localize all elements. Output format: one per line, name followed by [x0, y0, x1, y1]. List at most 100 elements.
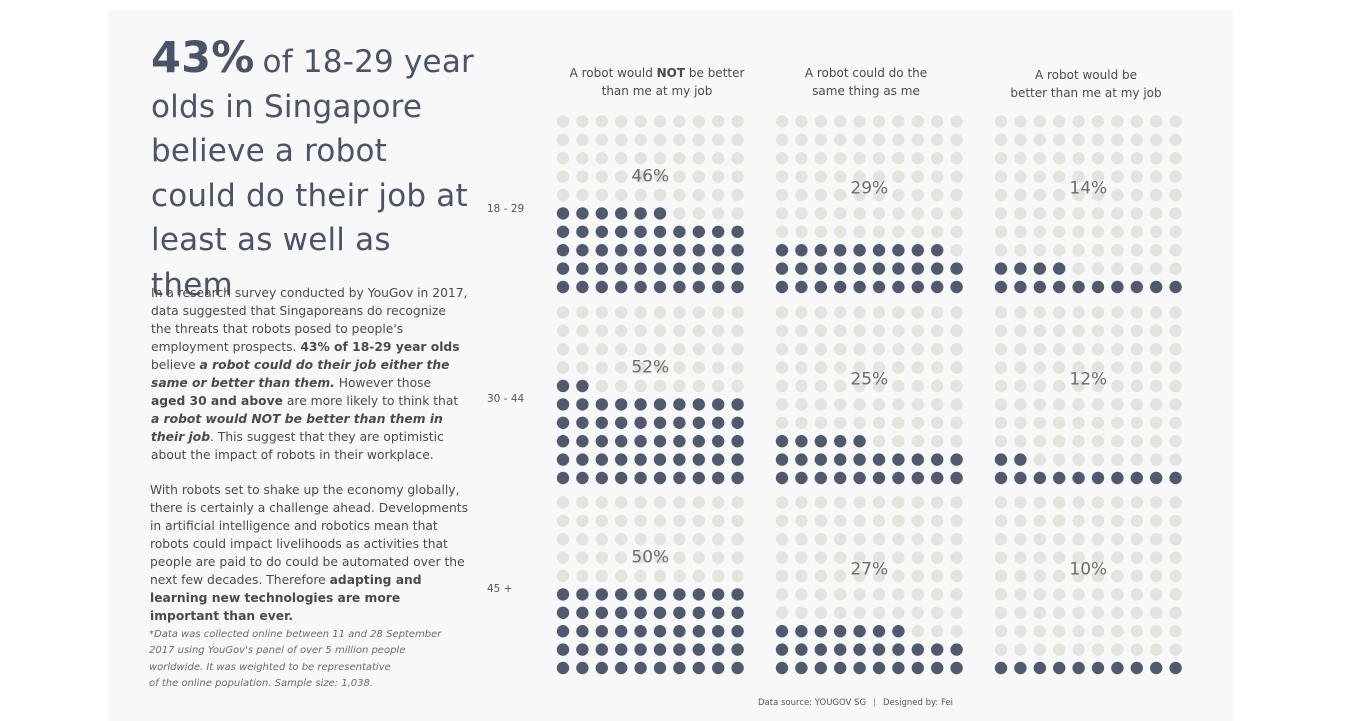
empty-dot: [1130, 625, 1144, 638]
empty-dot: [911, 551, 924, 564]
empty-dot: [892, 188, 905, 202]
empty-dot: [731, 533, 744, 546]
empty-dot: [834, 551, 847, 564]
empty-dot: [673, 133, 686, 146]
empty-dot: [950, 416, 963, 429]
empty-dot: [1169, 496, 1182, 509]
empty-dot: [1111, 170, 1124, 183]
empty-dot: [692, 170, 705, 183]
empty-dot: [1169, 453, 1182, 466]
empty-dot: [775, 533, 789, 546]
filled-dot: [1072, 471, 1085, 485]
empty-dot: [1150, 115, 1163, 128]
filled-dot: [673, 625, 686, 638]
empty-dot: [1033, 306, 1047, 319]
empty-dot: [1014, 361, 1027, 374]
filled-dot: [673, 435, 686, 448]
empty-dot: [994, 324, 1008, 337]
col-header-line2: same thing as me: [812, 83, 920, 98]
filled-dot: [595, 225, 608, 238]
filled-dot: [595, 398, 608, 411]
empty-dot: [994, 115, 1008, 128]
empty-dot: [1033, 133, 1047, 146]
empty-dot: [1091, 551, 1105, 564]
filled-dot: [834, 435, 847, 448]
filled-dot: [556, 244, 570, 257]
empty-dot: [1130, 435, 1144, 448]
empty-dot: [950, 343, 963, 356]
empty-dot: [692, 133, 705, 146]
empty-dot: [853, 361, 866, 374]
empty-dot: [1033, 244, 1047, 257]
empty-dot: [1111, 569, 1124, 583]
filled-dot: [576, 225, 589, 238]
filled-dot: [634, 435, 647, 448]
filled-dot: [556, 280, 570, 294]
filled-dot: [595, 471, 608, 485]
empty-dot: [595, 188, 608, 202]
empty-dot: [1150, 551, 1163, 564]
empty-dot: [1169, 133, 1182, 146]
empty-dot: [1150, 188, 1163, 202]
filled-dot: [615, 643, 628, 656]
waffle-grid: 12%: [994, 306, 1182, 485]
empty-dot: [795, 496, 808, 509]
filled-dot: [615, 606, 628, 619]
filled-dot: [634, 606, 647, 619]
empty-dot: [1072, 514, 1085, 527]
headline: 43% of 18-29 year olds in Singapore belie…: [151, 36, 481, 307]
empty-dot: [994, 361, 1008, 374]
empty-dot: [1111, 514, 1124, 527]
empty-dot: [1091, 207, 1105, 220]
filled-dot: [931, 262, 944, 275]
empty-dot: [595, 496, 608, 509]
empty-dot: [1033, 379, 1047, 393]
empty-dot: [1111, 188, 1124, 202]
empty-dot: [1169, 306, 1182, 319]
empty-dot: [892, 606, 905, 619]
empty-dot: [1169, 361, 1182, 374]
filled-dot: [692, 588, 705, 601]
col-header-pre: A robot would: [569, 66, 657, 80]
empty-dot: [1130, 207, 1144, 220]
filled-dot: [712, 262, 725, 275]
empty-dot: [911, 343, 924, 356]
empty-dot: [911, 324, 924, 337]
empty-dot: [1169, 551, 1182, 564]
empty-dot: [1150, 569, 1163, 583]
empty-dot: [911, 225, 924, 238]
filled-dot: [834, 661, 847, 675]
empty-dot: [653, 324, 667, 337]
column-header-same: A robot could do the same thing as me: [766, 65, 966, 100]
empty-dot: [931, 207, 944, 220]
empty-dot: [994, 152, 1008, 165]
empty-dot: [1014, 170, 1027, 183]
empty-dot: [1150, 625, 1163, 638]
percent-label: 12%: [1069, 369, 1107, 389]
empty-dot: [692, 551, 705, 564]
col-header-post: be better: [685, 66, 745, 80]
filled-dot: [595, 661, 608, 675]
empty-dot: [634, 551, 647, 564]
empty-dot: [834, 416, 847, 429]
filled-dot: [556, 398, 570, 411]
filled-dot: [634, 661, 647, 675]
empty-dot: [814, 207, 827, 220]
empty-dot: [731, 115, 744, 128]
empty-dot: [653, 170, 667, 183]
filled-dot: [673, 606, 686, 619]
empty-dot: [653, 569, 667, 583]
filled-dot: [576, 435, 589, 448]
filled-dot: [775, 625, 789, 638]
empty-dot: [634, 343, 647, 356]
empty-dot: [892, 416, 905, 429]
empty-dot: [1091, 361, 1105, 374]
empty-dot: [712, 551, 725, 564]
filled-dot: [1053, 262, 1066, 275]
filled-dot: [653, 453, 667, 466]
filled-dot: [673, 471, 686, 485]
empty-dot: [692, 343, 705, 356]
empty-dot: [1053, 533, 1066, 546]
filled-dot: [950, 262, 963, 275]
empty-dot: [1169, 533, 1182, 546]
